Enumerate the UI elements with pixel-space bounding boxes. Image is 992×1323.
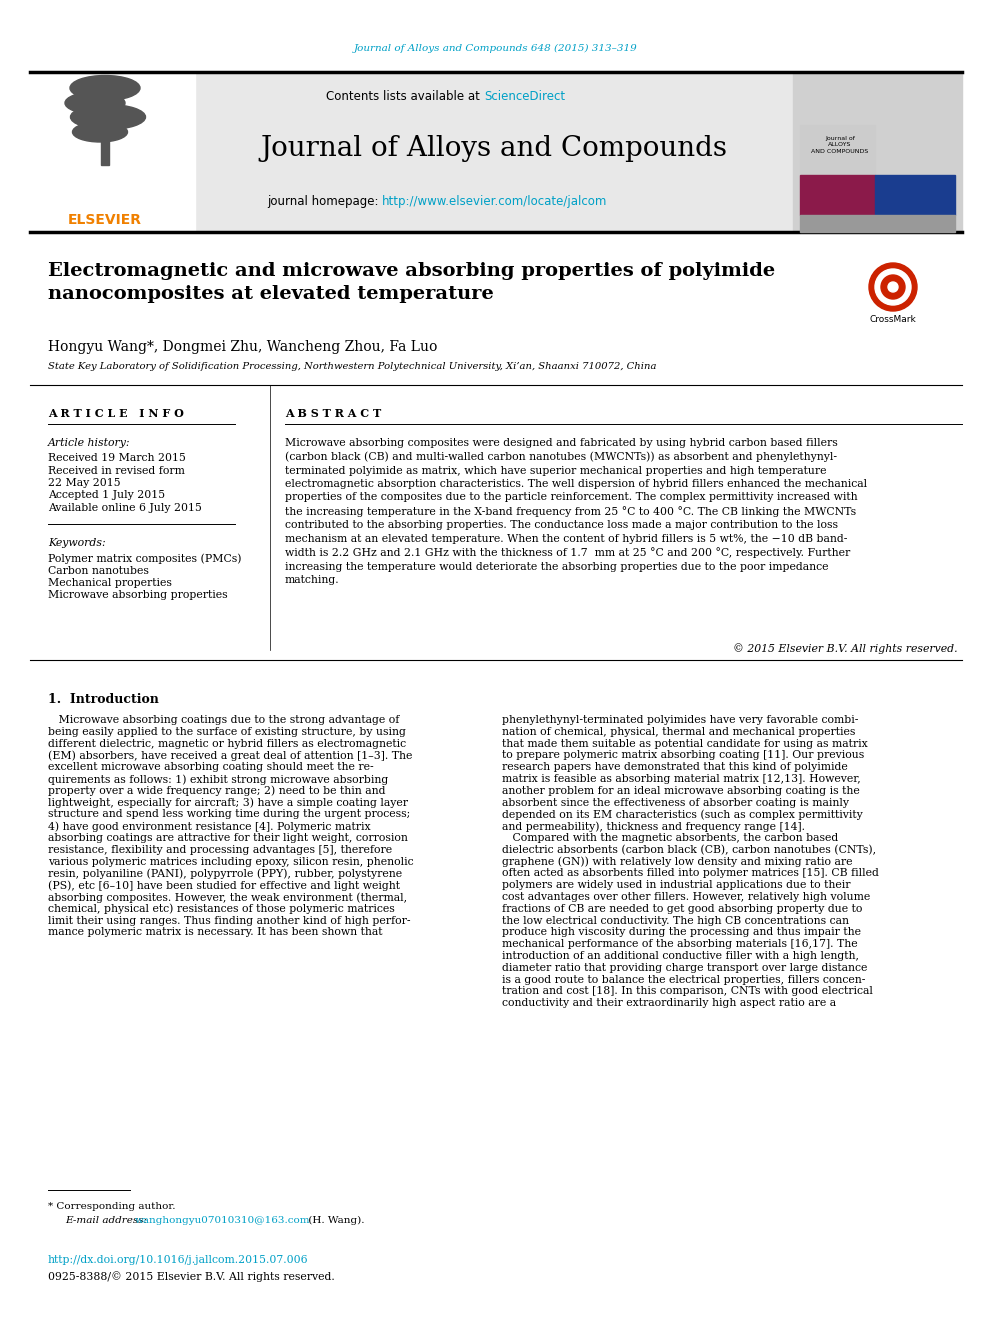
Text: Keywords:: Keywords: <box>48 538 105 548</box>
Text: * Corresponding author.: * Corresponding author. <box>48 1203 176 1211</box>
Text: diameter ratio that providing charge transport over large distance: diameter ratio that providing charge tra… <box>502 963 867 972</box>
Ellipse shape <box>70 75 140 101</box>
Text: phenylethynyl-terminated polyimides have very favorable combi-: phenylethynyl-terminated polyimides have… <box>502 714 858 725</box>
Text: mance polymeric matrix is necessary. It has been shown that: mance polymeric matrix is necessary. It … <box>48 927 383 938</box>
Text: Accepted 1 July 2015: Accepted 1 July 2015 <box>48 491 165 500</box>
Text: Journal of Alloys and Compounds: Journal of Alloys and Compounds <box>261 135 727 161</box>
Text: Microwave absorbing composites were designed and fabricated by using hybrid carb: Microwave absorbing composites were desi… <box>285 438 867 585</box>
Text: polymers are widely used in industrial applications due to their: polymers are widely used in industrial a… <box>502 880 850 890</box>
Text: (PS), etc [6–10] have been studied for effective and light weight: (PS), etc [6–10] have been studied for e… <box>48 880 400 890</box>
Text: http://dx.doi.org/10.1016/j.jallcom.2015.07.006: http://dx.doi.org/10.1016/j.jallcom.2015… <box>48 1256 309 1265</box>
Text: journal homepage:: journal homepage: <box>267 196 382 209</box>
Text: CrossMark: CrossMark <box>870 315 917 324</box>
Text: and permeability), thickness and frequency range [14].: and permeability), thickness and frequen… <box>502 822 805 832</box>
Text: fractions of CB are needed to get good absorbing property due to: fractions of CB are needed to get good a… <box>502 904 862 914</box>
Text: Journal of Alloys and Compounds 648 (2015) 313–319: Journal of Alloys and Compounds 648 (201… <box>354 44 638 53</box>
Text: resin, polyaniline (PANI), polypyrrole (PPY), rubber, polystyrene: resin, polyaniline (PANI), polypyrrole (… <box>48 868 402 878</box>
Bar <box>101 135 109 165</box>
Text: produce high viscosity during the processing and thus impair the: produce high viscosity during the proces… <box>502 927 861 938</box>
Text: Microwave absorbing coatings due to the strong advantage of: Microwave absorbing coatings due to the … <box>48 714 400 725</box>
Text: http://www.elsevier.com/locate/jalcom: http://www.elsevier.com/locate/jalcom <box>382 196 607 209</box>
Text: Electromagnetic and microwave absorbing properties of polyimide
nanocomposites a: Electromagnetic and microwave absorbing … <box>48 262 775 303</box>
Text: various polymeric matrices including epoxy, silicon resin, phenolic: various polymeric matrices including epo… <box>48 856 414 867</box>
Text: Received 19 March 2015: Received 19 March 2015 <box>48 452 186 463</box>
Bar <box>800 124 875 175</box>
Text: different dielectric, magnetic or hybrid fillers as electromagnetic: different dielectric, magnetic or hybrid… <box>48 738 406 749</box>
Text: introduction of an additional conductive filler with a high length,: introduction of an additional conductive… <box>502 951 859 960</box>
Text: excellent microwave absorbing coating should meet the re-: excellent microwave absorbing coating sh… <box>48 762 374 773</box>
Text: research papers have demonstrated that this kind of polyimide: research papers have demonstrated that t… <box>502 762 848 773</box>
Text: Mechanical properties: Mechanical properties <box>48 578 172 587</box>
Text: Polymer matrix composites (PMCs): Polymer matrix composites (PMCs) <box>48 553 241 564</box>
Circle shape <box>888 282 898 292</box>
Text: Available online 6 July 2015: Available online 6 July 2015 <box>48 503 202 513</box>
Text: © 2015 Elsevier B.V. All rights reserved.: © 2015 Elsevier B.V. All rights reserved… <box>733 643 958 654</box>
Text: ELSEVIER: ELSEVIER <box>68 213 142 228</box>
Bar <box>800 216 955 232</box>
Bar <box>875 175 955 216</box>
Text: to prepare polymeric matrix absorbing coating [11]. Our previous: to prepare polymeric matrix absorbing co… <box>502 750 864 761</box>
Text: State Key Laboratory of Solidification Processing, Northwestern Polytechnical Un: State Key Laboratory of Solidification P… <box>48 363 657 370</box>
Text: A R T I C L E   I N F O: A R T I C L E I N F O <box>48 407 184 419</box>
Text: (EM) absorbers, have received a great deal of attention [1–3]. The: (EM) absorbers, have received a great de… <box>48 750 413 761</box>
Circle shape <box>869 263 917 311</box>
Text: resistance, flexibility and processing advantages [5], therefore: resistance, flexibility and processing a… <box>48 845 392 855</box>
Text: A B S T R A C T: A B S T R A C T <box>285 407 381 419</box>
Text: Hongyu Wang*, Dongmei Zhu, Wancheng Zhou, Fa Luo: Hongyu Wang*, Dongmei Zhu, Wancheng Zhou… <box>48 340 437 355</box>
Ellipse shape <box>70 105 146 130</box>
Text: matrix is feasible as absorbing material matrix [12,13]. However,: matrix is feasible as absorbing material… <box>502 774 861 785</box>
Ellipse shape <box>72 122 128 142</box>
Text: wanghongyu07010310@163.com: wanghongyu07010310@163.com <box>135 1216 310 1225</box>
Bar <box>30 71 195 232</box>
Bar <box>793 71 962 232</box>
Text: absorbing composites. However, the weak environment (thermal,: absorbing composites. However, the weak … <box>48 892 407 902</box>
Text: 0925-8388/© 2015 Elsevier B.V. All rights reserved.: 0925-8388/© 2015 Elsevier B.V. All right… <box>48 1271 334 1282</box>
Text: the low electrical conductivity. The high CB concentrations can: the low electrical conductivity. The hig… <box>502 916 849 926</box>
Text: 4) have good environment resistance [4]. Polymeric matrix: 4) have good environment resistance [4].… <box>48 822 371 832</box>
Text: Contents lists available at: Contents lists available at <box>326 90 484 102</box>
Text: depended on its EM characteristics (such as complex permittivity: depended on its EM characteristics (such… <box>502 810 863 820</box>
Text: tration and cost [18]. In this comparison, CNTs with good electrical: tration and cost [18]. In this compariso… <box>502 987 873 996</box>
Text: chemical, physical etc) resistances of those polymeric matrices: chemical, physical etc) resistances of t… <box>48 904 395 914</box>
Text: limit their using ranges. Thus finding another kind of high perfor-: limit their using ranges. Thus finding a… <box>48 916 411 926</box>
Text: another problem for an ideal microwave absorbing coating is the: another problem for an ideal microwave a… <box>502 786 860 796</box>
Text: 22 May 2015: 22 May 2015 <box>48 478 121 488</box>
Text: dielectric absorbents (carbon black (CB), carbon nanotubes (CNTs),: dielectric absorbents (carbon black (CB)… <box>502 845 876 855</box>
Text: being easily applied to the surface of existing structure, by using: being easily applied to the surface of e… <box>48 726 406 737</box>
Text: lightweight, especially for aircraft; 3) have a simple coating layer: lightweight, especially for aircraft; 3)… <box>48 798 408 808</box>
Text: absorbent since the effectiveness of absorber coating is mainly: absorbent since the effectiveness of abs… <box>502 798 849 807</box>
Text: often acted as absorbents filled into polymer matrices [15]. CB filled: often acted as absorbents filled into po… <box>502 868 879 878</box>
Text: Received in revised form: Received in revised form <box>48 466 185 475</box>
Text: property over a wide frequency range; 2) need to be thin and: property over a wide frequency range; 2)… <box>48 786 386 796</box>
Text: Microwave absorbing properties: Microwave absorbing properties <box>48 590 227 601</box>
Bar <box>195 71 793 232</box>
Text: 1.  Introduction: 1. Introduction <box>48 693 159 706</box>
Text: E-mail address:: E-mail address: <box>65 1216 151 1225</box>
Text: Carbon nanotubes: Carbon nanotubes <box>48 565 149 576</box>
Text: Journal of
ALLOYS
AND COMPOUNDS: Journal of ALLOYS AND COMPOUNDS <box>811 136 869 153</box>
Text: graphene (GN)) with relatively low density and mixing ratio are: graphene (GN)) with relatively low densi… <box>502 856 852 867</box>
Text: cost advantages over other fillers. However, relatively high volume: cost advantages over other fillers. Howe… <box>502 892 870 902</box>
Text: quirements as follows: 1) exhibit strong microwave absorbing: quirements as follows: 1) exhibit strong… <box>48 774 388 785</box>
Bar <box>800 175 875 216</box>
Text: conductivity and their extraordinarily high aspect ratio are a: conductivity and their extraordinarily h… <box>502 998 836 1008</box>
Text: structure and spend less working time during the urgent process;: structure and spend less working time du… <box>48 810 411 819</box>
Ellipse shape <box>65 93 125 114</box>
Text: ScienceDirect: ScienceDirect <box>484 90 565 102</box>
Text: nation of chemical, physical, thermal and mechanical properties: nation of chemical, physical, thermal an… <box>502 726 855 737</box>
Circle shape <box>875 269 911 306</box>
Text: (H. Wang).: (H. Wang). <box>305 1216 364 1225</box>
Text: absorbing coatings are attractive for their light weight, corrosion: absorbing coatings are attractive for th… <box>48 833 408 843</box>
Text: Compared with the magnetic absorbents, the carbon based: Compared with the magnetic absorbents, t… <box>502 833 838 843</box>
Text: mechanical performance of the absorbing materials [16,17]. The: mechanical performance of the absorbing … <box>502 939 858 949</box>
Circle shape <box>881 275 905 299</box>
Text: Article history:: Article history: <box>48 438 131 448</box>
Text: that made them suitable as potential candidate for using as matrix: that made them suitable as potential can… <box>502 738 868 749</box>
Text: is a good route to balance the electrical properties, fillers concen-: is a good route to balance the electrica… <box>502 975 865 984</box>
